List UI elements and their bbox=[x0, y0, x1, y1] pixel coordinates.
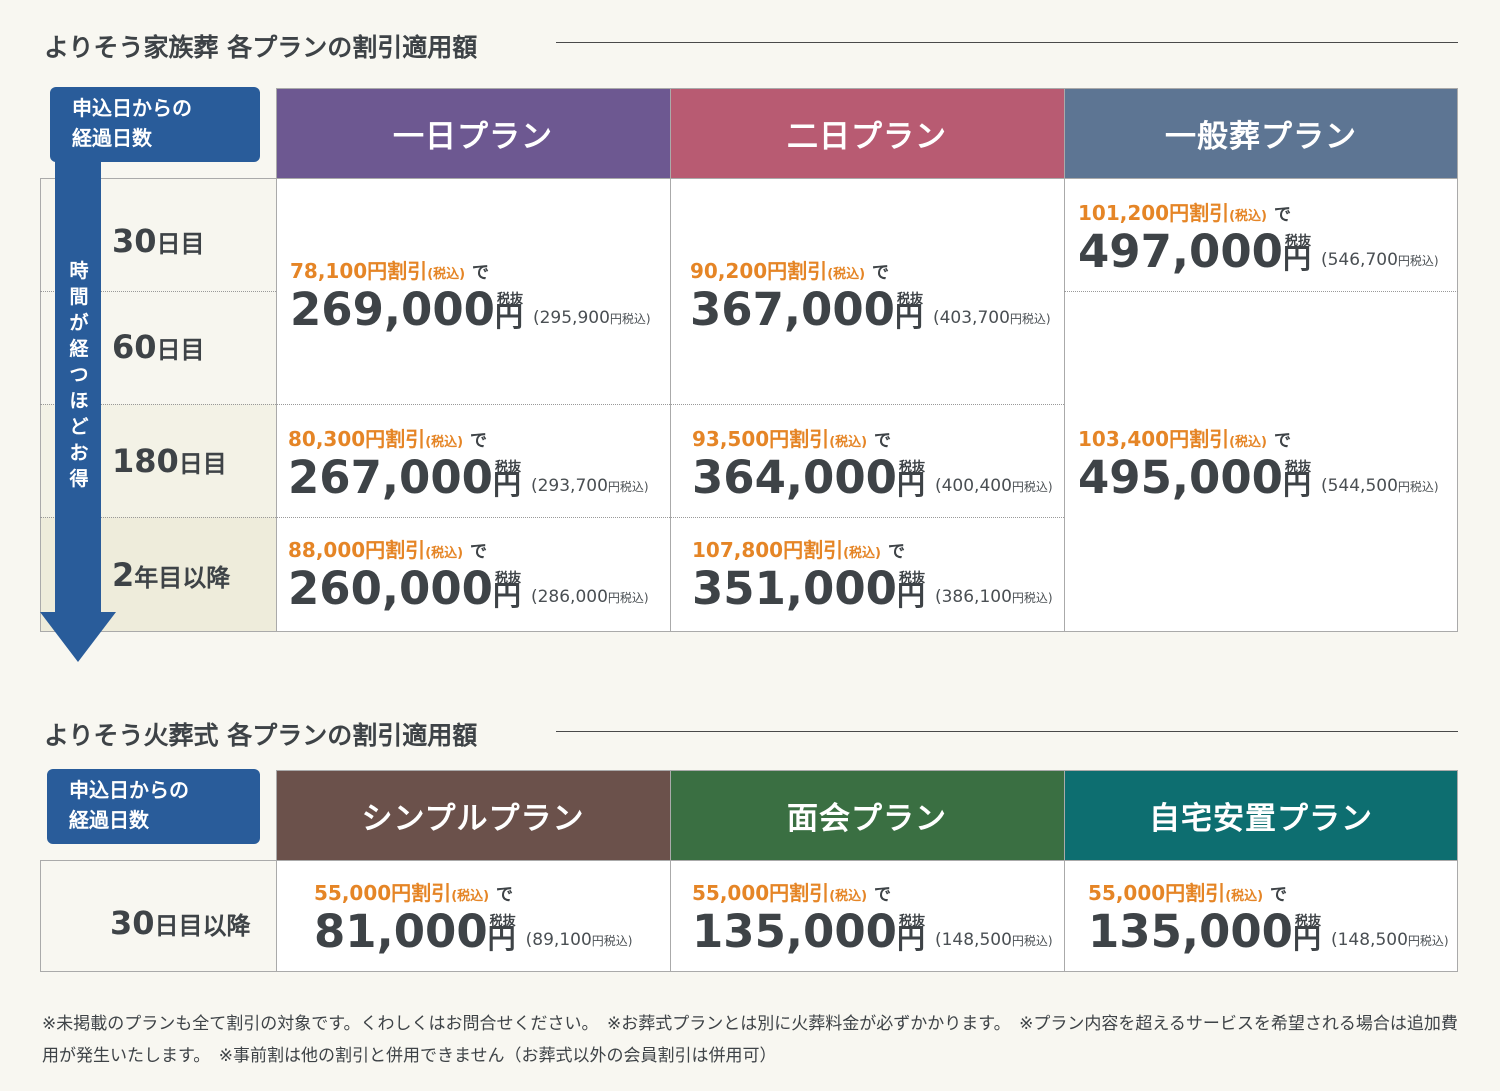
plan-header-simple: シンプルプラン bbox=[276, 770, 670, 860]
price-simple: 55,000円割引(税込) で 81,000 税抜円 (89,100円税込) bbox=[314, 881, 633, 958]
col-border bbox=[276, 88, 277, 631]
row-border bbox=[40, 860, 1458, 861]
elapsed-days-tag-cremation: 申込日からの 経過日数 bbox=[47, 769, 260, 844]
row-border bbox=[40, 971, 1458, 972]
col-border bbox=[1457, 770, 1458, 972]
row-border bbox=[40, 631, 1458, 632]
footnote: ※未掲載のプランも全て割引の対象です。くわしくはお問合せください。 ※お葬式プラ… bbox=[42, 1014, 1458, 1066]
family-section-title: よりそう家族葬 各プランの割引適用額 bbox=[44, 33, 478, 62]
tag-line-1: 申込日からの bbox=[69, 778, 189, 802]
family-title-rule bbox=[556, 42, 1458, 43]
plan-header-futsuka: 二日プラン bbox=[670, 88, 1064, 178]
tag-line-2: 経過日数 bbox=[69, 808, 149, 832]
row-label-30days-onward: 30日目以降 bbox=[110, 904, 251, 942]
price-ichinichi-30-60: 78,100円割引(税込) で 269,000 税抜円 (295,900円税込) bbox=[290, 259, 651, 336]
cremation-title-rule bbox=[556, 731, 1458, 732]
row-label-180days: 180日目 bbox=[112, 442, 227, 480]
plan-header-label: 二日プラン bbox=[787, 118, 947, 155]
col-border bbox=[40, 860, 41, 972]
plan-header-jitaku: 自宅安置プラン bbox=[1064, 770, 1458, 860]
plan-header-label: 自宅安置プラン bbox=[1149, 800, 1373, 837]
row-border bbox=[276, 88, 1458, 89]
tag-line-2: 経過日数 bbox=[72, 126, 152, 150]
dotted-separator bbox=[40, 517, 1064, 518]
col-border bbox=[276, 770, 277, 972]
row-label-2years: 2年目以降 bbox=[112, 556, 231, 594]
plan-header-ichinichi: 一日プラン bbox=[276, 88, 670, 178]
price-ippansou-60plus: 103,400円割引(税込) で 495,000 税抜円 (544,500円税込) bbox=[1078, 427, 1439, 504]
col-border bbox=[670, 770, 671, 972]
plan-header-label: 面会プラン bbox=[787, 800, 947, 837]
row-border bbox=[40, 178, 276, 179]
price-futsuka-30-60: 90,200円割引(税込) で 367,000 税抜円 (403,700円税込) bbox=[690, 259, 1051, 336]
col-border bbox=[1457, 88, 1458, 631]
row-border bbox=[276, 178, 1458, 179]
price-menkai: 55,000円割引(税込) で 135,000 税抜円 (148,500円税込) bbox=[692, 881, 1053, 958]
dotted-separator bbox=[40, 404, 1064, 405]
col-border bbox=[670, 88, 671, 631]
price-ippansou-30: 101,200円割引(税込) で 497,000 税抜円 (546,700円税込) bbox=[1078, 201, 1439, 278]
row-border bbox=[276, 770, 1458, 771]
plan-header-label: シンプルプラン bbox=[361, 800, 585, 837]
plan-header-ippansou: 一般葬プラン bbox=[1064, 88, 1458, 178]
elapsed-days-tag: 申込日からの 経過日数 bbox=[50, 87, 260, 162]
plan-header-label: 一日プラン bbox=[393, 118, 553, 155]
price-ichinichi-180: 80,300円割引(税込) で 267,000 税抜円 (293,700円税込) bbox=[288, 427, 649, 504]
price-futsuka-2y: 107,800円割引(税込) で 351,000 税抜円 (386,100円税込) bbox=[692, 538, 1053, 615]
time-arrow-text: 時間が経つほどお得 bbox=[69, 260, 89, 490]
plan-header-label: 一般葬プラン bbox=[1165, 118, 1357, 155]
col-border bbox=[1064, 88, 1065, 631]
price-jitaku: 55,000円割引(税込) で 135,000 税抜円 (148,500円税込) bbox=[1088, 881, 1449, 958]
row-label-60days: 60日目 bbox=[112, 328, 205, 366]
plan-header-menkai: 面会プラン bbox=[670, 770, 1064, 860]
row-label-30days: 30日目 bbox=[112, 222, 205, 260]
tag-line-1: 申込日からの bbox=[72, 96, 192, 120]
time-arrow-head bbox=[40, 612, 116, 662]
price-ichinichi-2y: 88,000円割引(税込) で 260,000 税抜円 (286,000円税込) bbox=[288, 538, 649, 615]
cremation-section-title: よりそう火葬式 各プランの割引適用額 bbox=[44, 721, 478, 750]
price-futsuka-180: 93,500円割引(税込) で 364,000 税抜円 (400,400円税込) bbox=[692, 427, 1053, 504]
col-border bbox=[1064, 770, 1065, 972]
dotted-separator bbox=[40, 291, 276, 292]
time-arrow-body bbox=[55, 150, 101, 615]
dotted-separator bbox=[1064, 291, 1458, 292]
cremation-price-grid bbox=[276, 860, 1458, 972]
